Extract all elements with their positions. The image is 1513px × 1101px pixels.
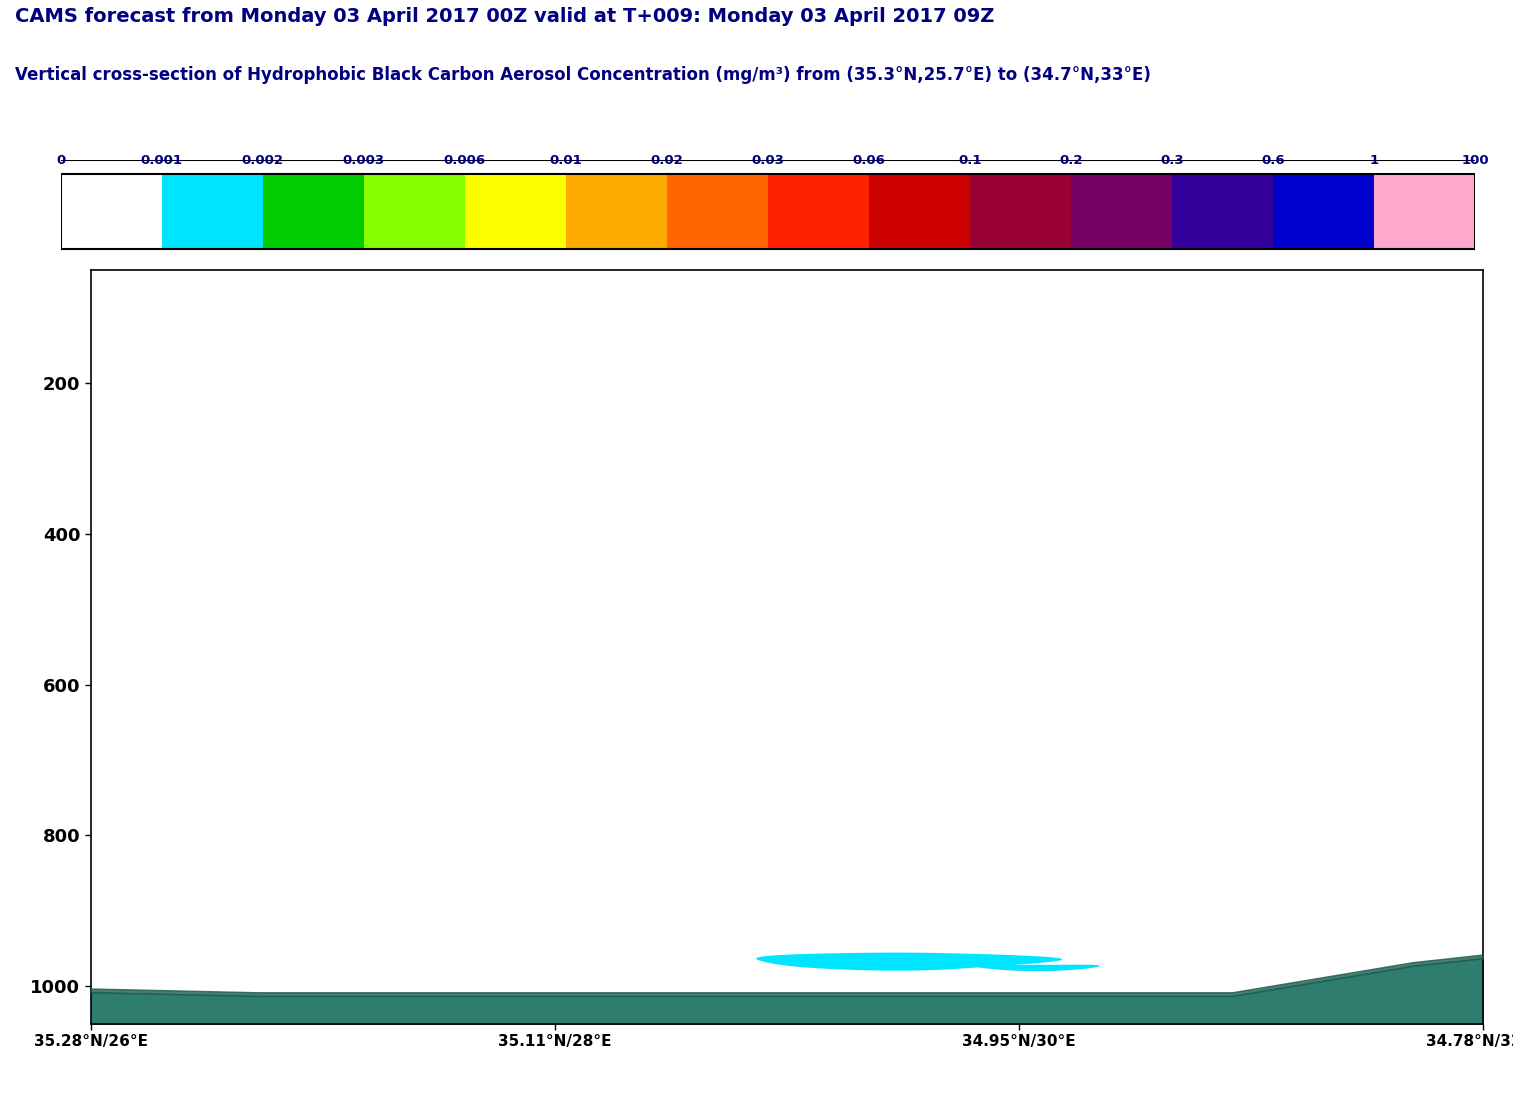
Text: 0.002: 0.002 bbox=[242, 154, 283, 167]
Bar bbox=[868, 174, 970, 249]
Text: 0.003: 0.003 bbox=[342, 154, 384, 167]
Text: 0.001: 0.001 bbox=[141, 154, 183, 167]
Text: Vertical cross-section of Hydrophobic Black Carbon Aerosol Concentration (mg/m³): Vertical cross-section of Hydrophobic Bl… bbox=[15, 66, 1151, 84]
Bar bbox=[970, 174, 1071, 249]
Bar bbox=[1071, 174, 1173, 249]
Bar bbox=[1374, 174, 1475, 249]
Text: 0.2: 0.2 bbox=[1059, 154, 1083, 167]
Text: 100: 100 bbox=[1462, 154, 1489, 167]
Bar bbox=[566, 174, 667, 249]
Text: CAMS forecast from Monday 03 April 2017 00Z valid at T+009: Monday 03 April 2017: CAMS forecast from Monday 03 April 2017 … bbox=[15, 7, 994, 25]
Bar bbox=[667, 174, 769, 249]
Text: 0: 0 bbox=[56, 154, 65, 167]
Bar bbox=[464, 174, 566, 249]
Text: 0.02: 0.02 bbox=[651, 154, 684, 167]
Bar bbox=[1272, 174, 1374, 249]
Polygon shape bbox=[974, 964, 1100, 971]
Text: 0.3: 0.3 bbox=[1160, 154, 1183, 167]
Bar bbox=[769, 174, 868, 249]
Bar bbox=[1173, 174, 1272, 249]
Text: 0.01: 0.01 bbox=[549, 154, 583, 167]
Bar bbox=[61, 174, 1475, 249]
Text: 0.6: 0.6 bbox=[1262, 154, 1285, 167]
Text: 0.1: 0.1 bbox=[958, 154, 982, 167]
Text: 0.06: 0.06 bbox=[852, 154, 885, 167]
Bar bbox=[61, 174, 162, 249]
Text: 0.006: 0.006 bbox=[443, 154, 486, 167]
Bar bbox=[162, 174, 263, 249]
Bar bbox=[363, 174, 464, 249]
Polygon shape bbox=[756, 952, 1062, 971]
Text: 0.03: 0.03 bbox=[752, 154, 784, 167]
Bar bbox=[263, 174, 363, 249]
Text: 1: 1 bbox=[1369, 154, 1378, 167]
